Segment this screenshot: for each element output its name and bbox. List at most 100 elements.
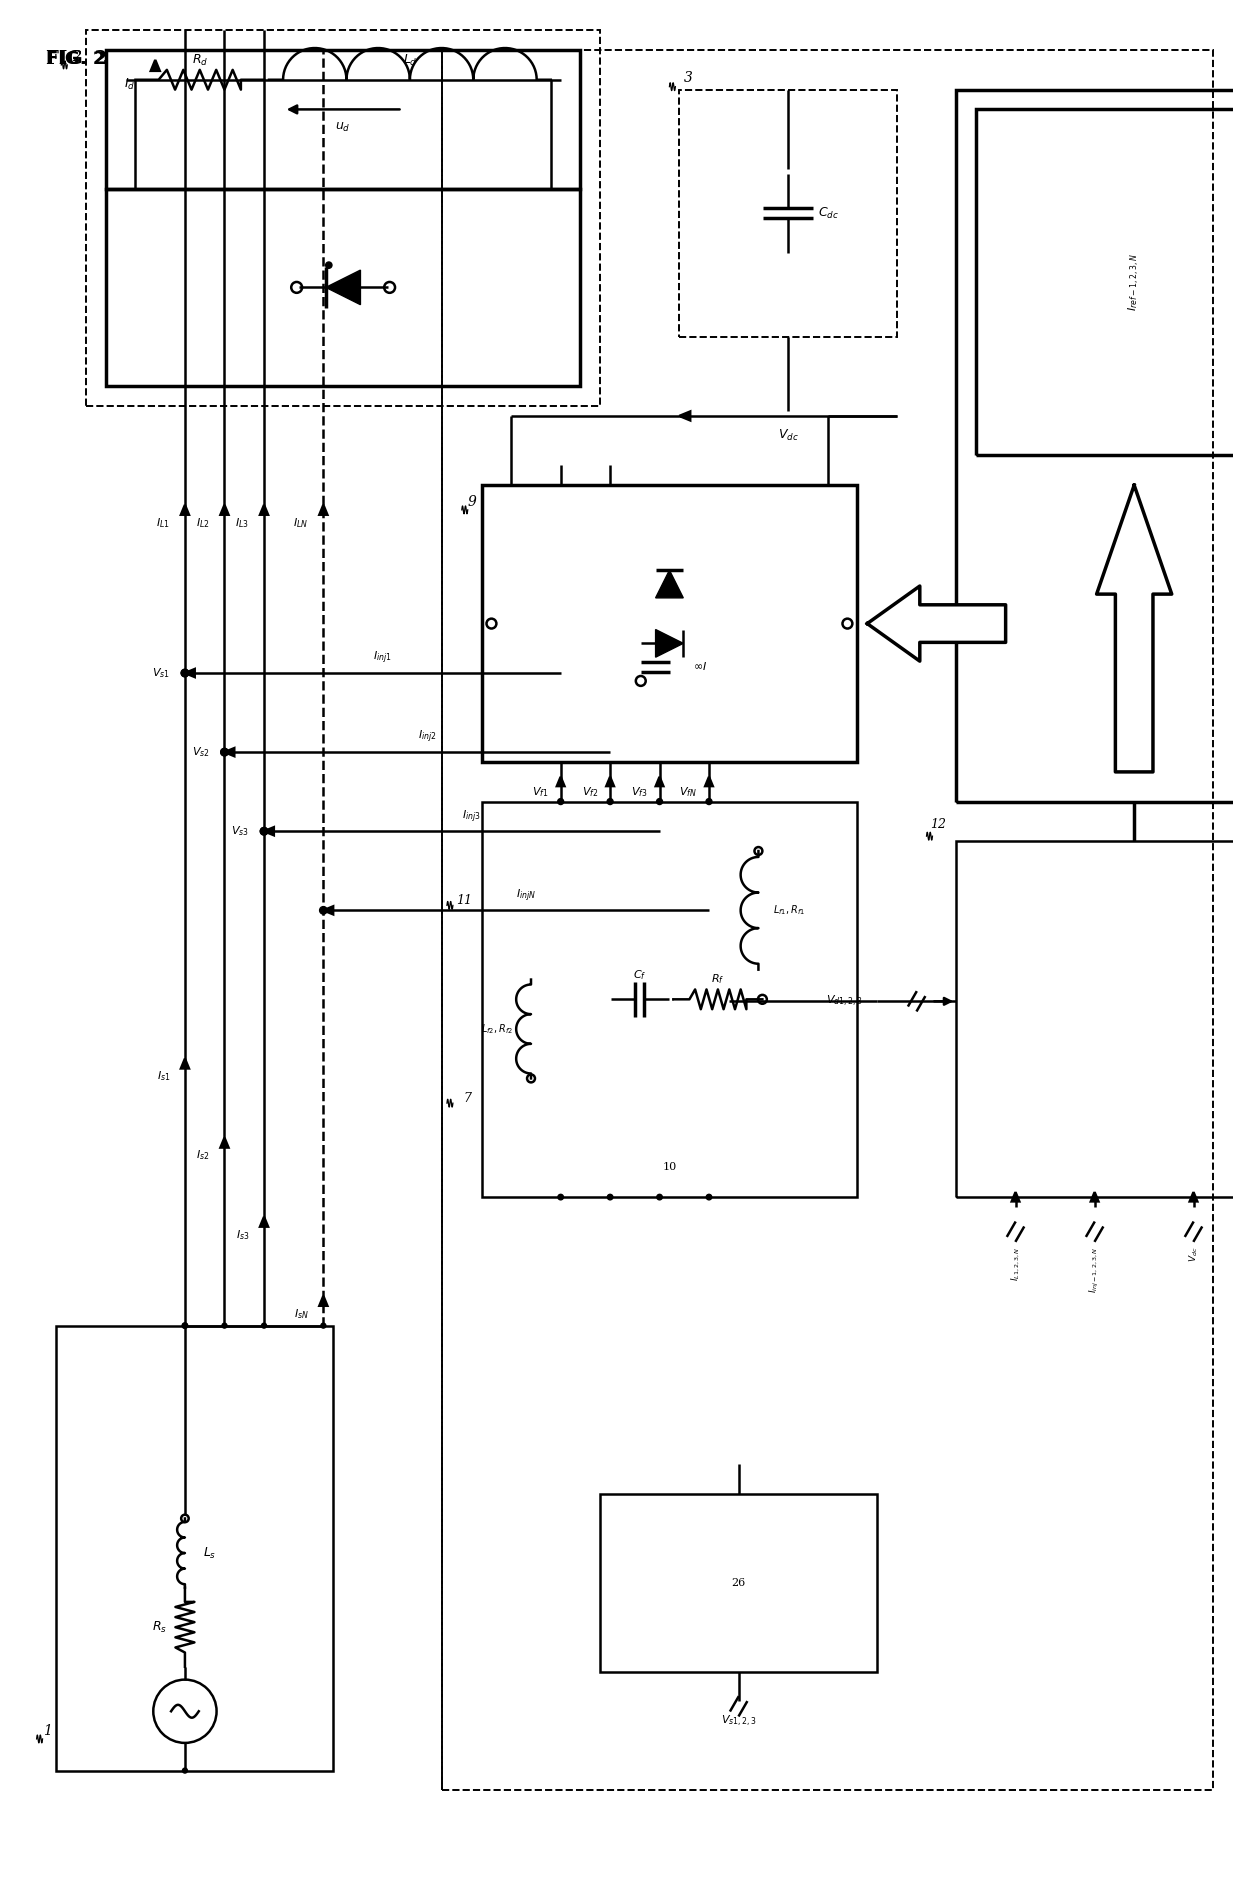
Text: $I_{inj2}$: $I_{inj2}$ bbox=[418, 729, 436, 746]
Text: $I_{LN}$: $I_{LN}$ bbox=[294, 515, 309, 530]
Circle shape bbox=[221, 748, 228, 756]
Text: $C_f$: $C_f$ bbox=[634, 968, 646, 981]
Text: $C_{dc}$: $C_{dc}$ bbox=[817, 205, 838, 220]
Bar bbox=[976, 109, 1240, 455]
Text: $V_{s2}$: $V_{s2}$ bbox=[192, 744, 210, 760]
Text: 9: 9 bbox=[467, 494, 476, 509]
Text: $L_s$: $L_s$ bbox=[202, 1545, 216, 1560]
Text: $L_{f2},R_{f2}$: $L_{f2},R_{f2}$ bbox=[481, 1023, 513, 1036]
Bar bbox=[481, 801, 857, 1198]
Circle shape bbox=[181, 669, 188, 677]
Bar bbox=[105, 188, 580, 385]
Text: $V_{s1,2,3}$: $V_{s1,2,3}$ bbox=[720, 1713, 756, 1730]
Text: $R_d$: $R_d$ bbox=[192, 53, 208, 68]
Polygon shape bbox=[320, 506, 327, 515]
Circle shape bbox=[657, 799, 662, 805]
Text: $L_d$: $L_d$ bbox=[403, 53, 417, 68]
Polygon shape bbox=[260, 1216, 268, 1226]
Circle shape bbox=[222, 1324, 227, 1327]
Polygon shape bbox=[221, 1137, 228, 1147]
Bar bbox=[86, 30, 600, 406]
Bar bbox=[481, 485, 857, 761]
Circle shape bbox=[320, 906, 327, 914]
Polygon shape bbox=[557, 776, 564, 786]
Polygon shape bbox=[185, 669, 195, 677]
Polygon shape bbox=[151, 60, 160, 71]
Text: 12: 12 bbox=[930, 818, 946, 831]
Bar bbox=[956, 90, 1240, 801]
Polygon shape bbox=[224, 748, 234, 756]
Circle shape bbox=[608, 1194, 613, 1199]
Circle shape bbox=[221, 748, 228, 756]
Text: 11: 11 bbox=[455, 895, 471, 906]
Circle shape bbox=[706, 799, 712, 805]
Text: 10: 10 bbox=[662, 1162, 677, 1173]
Polygon shape bbox=[320, 1295, 327, 1307]
Text: $I_{s3}$: $I_{s3}$ bbox=[236, 1228, 249, 1241]
Circle shape bbox=[657, 1194, 662, 1199]
Text: $V_{dc}$: $V_{dc}$ bbox=[777, 429, 799, 444]
Circle shape bbox=[182, 1324, 187, 1329]
Text: $I_{s2}$: $I_{s2}$ bbox=[196, 1149, 210, 1162]
Text: $V_{s3}$: $V_{s3}$ bbox=[232, 823, 249, 838]
Text: $V_{f1}$: $V_{f1}$ bbox=[532, 784, 549, 799]
Text: $I_{sN}$: $I_{sN}$ bbox=[294, 1307, 309, 1320]
Polygon shape bbox=[221, 506, 228, 515]
Polygon shape bbox=[867, 587, 1006, 662]
Text: $I_{inj-1,2,3,N}$: $I_{inj-1,2,3,N}$ bbox=[1087, 1246, 1101, 1293]
Text: 7: 7 bbox=[464, 1092, 471, 1105]
Polygon shape bbox=[680, 412, 691, 421]
Text: $I_{ref-1,2,3,N}$: $I_{ref-1,2,3,N}$ bbox=[1127, 254, 1142, 312]
Polygon shape bbox=[1096, 485, 1172, 773]
Text: 3: 3 bbox=[684, 71, 693, 85]
Text: $I_{L2}$: $I_{L2}$ bbox=[196, 515, 210, 530]
Circle shape bbox=[558, 1194, 563, 1199]
Text: $V_{fN}$: $V_{fN}$ bbox=[680, 784, 697, 799]
Text: FIG. 2: FIG. 2 bbox=[46, 51, 105, 68]
Text: $V_{dc}$: $V_{dc}$ bbox=[1187, 1246, 1200, 1261]
Circle shape bbox=[182, 1324, 187, 1327]
Text: $V_{f2}$: $V_{f2}$ bbox=[582, 784, 598, 799]
Text: 26: 26 bbox=[732, 1577, 745, 1589]
Bar bbox=[956, 840, 1240, 1198]
Text: 1: 1 bbox=[42, 1724, 51, 1737]
Polygon shape bbox=[326, 271, 361, 305]
Text: $I_{L3}$: $I_{L3}$ bbox=[236, 515, 249, 530]
Text: $V_{d1,2,3}$: $V_{d1,2,3}$ bbox=[826, 995, 862, 1010]
Text: $\infty I$: $\infty I$ bbox=[693, 660, 708, 673]
Circle shape bbox=[558, 799, 564, 805]
Text: $I_{L1}$: $I_{L1}$ bbox=[156, 515, 170, 530]
Text: $I_d$: $I_d$ bbox=[124, 77, 135, 92]
Polygon shape bbox=[656, 630, 683, 658]
Text: $I_{inj1}$: $I_{inj1}$ bbox=[373, 650, 392, 666]
Text: $L_{f1},R_{f1}$: $L_{f1},R_{f1}$ bbox=[774, 904, 806, 917]
Polygon shape bbox=[1189, 1192, 1198, 1201]
Text: $V_{f3}$: $V_{f3}$ bbox=[631, 784, 647, 799]
Text: $V_{s1}$: $V_{s1}$ bbox=[153, 666, 170, 681]
Circle shape bbox=[608, 799, 613, 805]
Bar bbox=[56, 1325, 334, 1771]
Circle shape bbox=[181, 669, 188, 677]
Polygon shape bbox=[264, 827, 274, 835]
Text: $I_{inj3}$: $I_{inj3}$ bbox=[463, 808, 481, 825]
Bar bbox=[441, 51, 1213, 1790]
Circle shape bbox=[326, 261, 332, 269]
Text: FIG. 2: FIG. 2 bbox=[46, 51, 108, 68]
Text: $R_f$: $R_f$ bbox=[712, 972, 724, 987]
Polygon shape bbox=[606, 776, 614, 786]
Polygon shape bbox=[656, 776, 663, 786]
Polygon shape bbox=[656, 570, 683, 598]
Bar bbox=[105, 51, 580, 188]
Circle shape bbox=[260, 827, 268, 835]
Circle shape bbox=[182, 1767, 187, 1773]
Text: 2: 2 bbox=[72, 51, 81, 64]
Text: $I_{injN}$: $I_{injN}$ bbox=[516, 887, 536, 904]
Circle shape bbox=[707, 1194, 712, 1199]
Text: $I_{L1,2,3,N}$: $I_{L1,2,3,N}$ bbox=[1009, 1246, 1022, 1280]
Polygon shape bbox=[324, 906, 334, 914]
Polygon shape bbox=[1012, 1192, 1019, 1201]
Circle shape bbox=[260, 827, 268, 835]
Polygon shape bbox=[706, 776, 713, 786]
Polygon shape bbox=[260, 506, 268, 515]
Polygon shape bbox=[181, 1058, 188, 1068]
